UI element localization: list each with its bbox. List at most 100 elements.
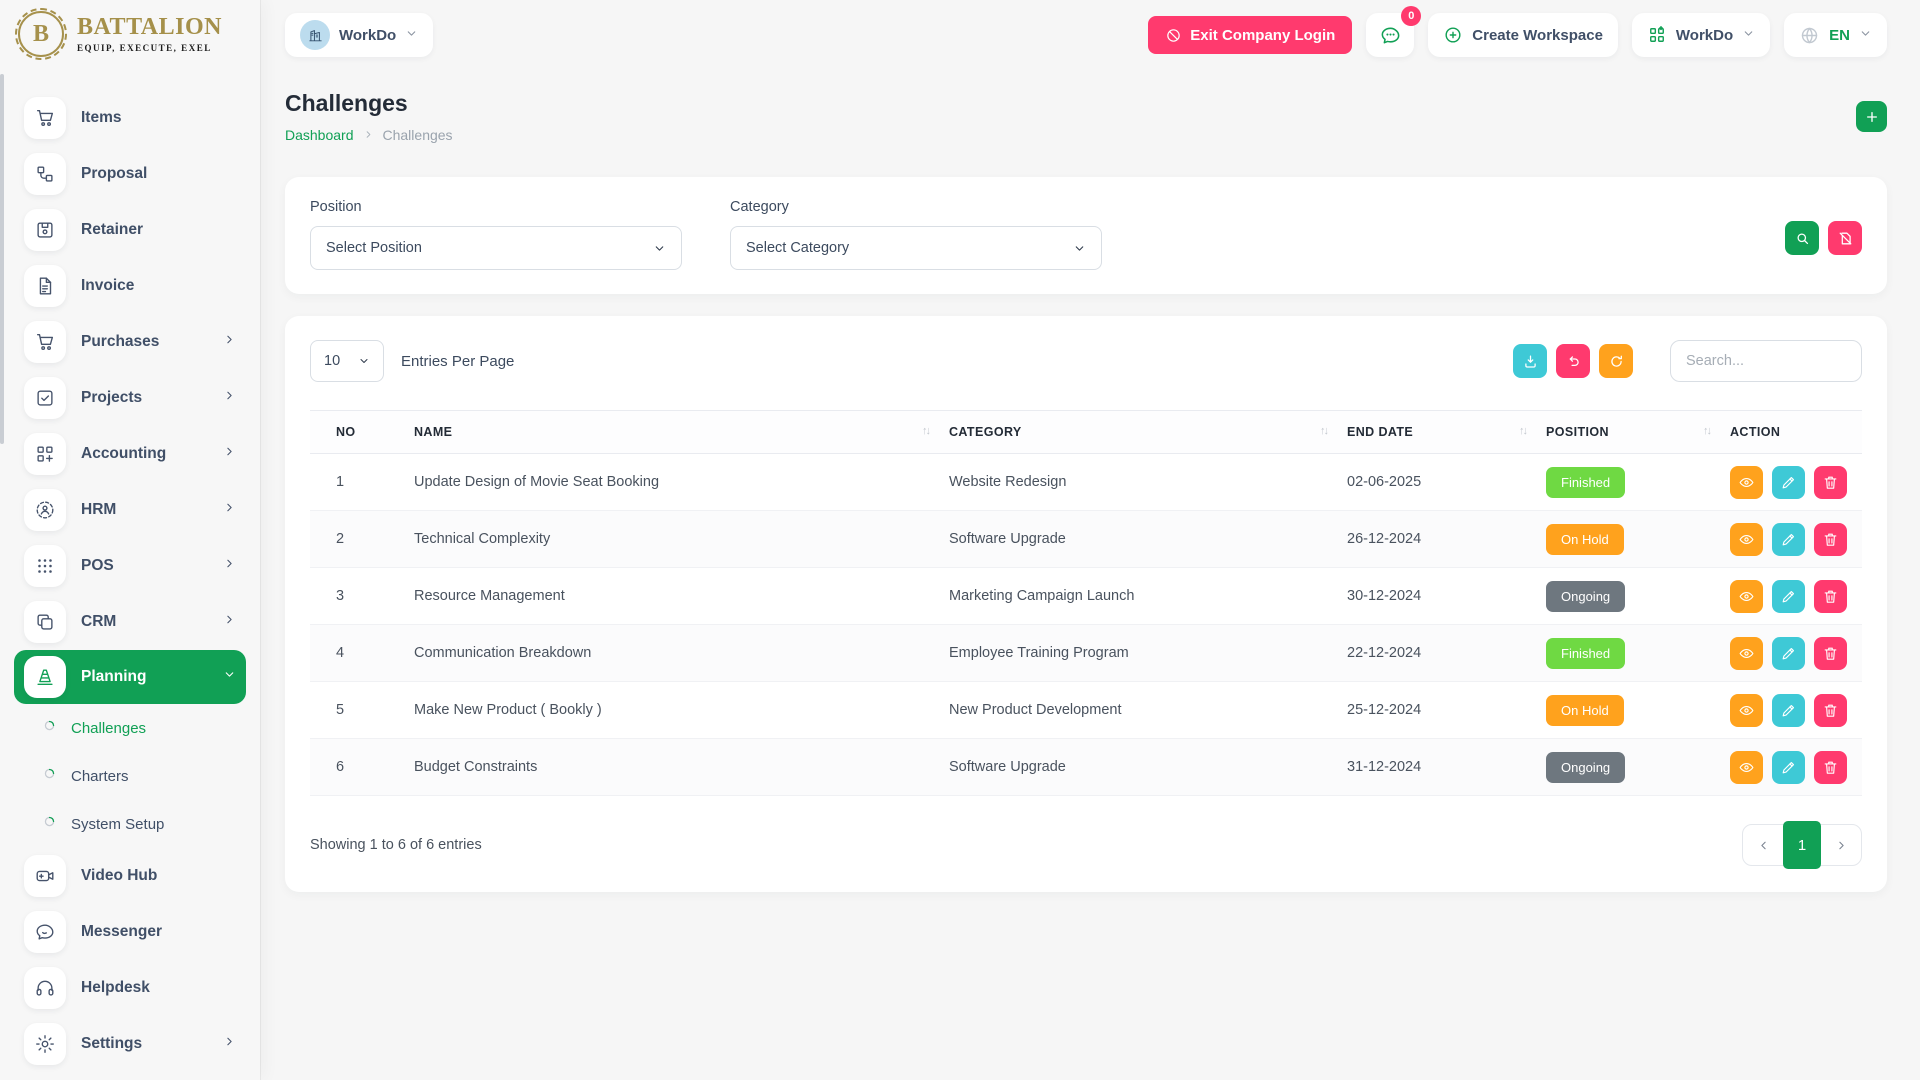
circle-progress-icon [42, 718, 57, 738]
breadcrumb: Dashboard Challenges [285, 127, 453, 143]
sidebar-item-label: Projects [81, 389, 143, 406]
sidebar-item-system-setup[interactable]: System Setup [14, 800, 246, 848]
view-button[interactable] [1730, 636, 1763, 670]
sidebar-scrollbar[interactable] [0, 72, 4, 1080]
filter-card: Position Select Position Category Select… [285, 177, 1887, 294]
sort-icon[interactable]: ↑↓ [1703, 425, 1712, 437]
sidebar-item-settings[interactable]: Settings [14, 1016, 246, 1072]
download-icon [1524, 355, 1536, 368]
sort-icon[interactable]: ↑↓ [922, 425, 931, 437]
brand-name: BATTALION [77, 14, 222, 40]
table-row: 2 Technical Complexity Software Upgrade … [310, 510, 1862, 568]
delete-button[interactable] [1814, 636, 1847, 670]
sidebar-item-purchases[interactable]: Purchases [14, 314, 246, 370]
view-button[interactable] [1730, 579, 1763, 613]
sidebar-item-invoice[interactable]: Invoice [14, 258, 246, 314]
notification-badge: 0 [1401, 6, 1422, 26]
eye-icon [1739, 762, 1754, 772]
sidebar-item-video-hub[interactable]: Video Hub [14, 848, 246, 904]
sidebar-item-label: POS [81, 557, 114, 574]
sidebar-item-label: Challenges [71, 719, 147, 737]
export-button[interactable] [1513, 344, 1547, 378]
workdo-menu[interactable]: WorkDo [1631, 13, 1771, 57]
trash-icon [1824, 704, 1837, 717]
delete-button[interactable] [1814, 522, 1847, 556]
sidebar-item-hrm[interactable]: HRM [14, 482, 246, 538]
sidebar-item-projects[interactable]: Projects [14, 370, 246, 426]
sidebar-item-messenger[interactable]: Messenger [14, 904, 246, 960]
cell-name: Update Design of Movie Seat Booking [404, 453, 939, 511]
previous-page-button[interactable] [1743, 824, 1783, 866]
undo-button[interactable] [1556, 344, 1590, 378]
edit-button[interactable] [1772, 579, 1805, 613]
sidebar-item-items[interactable]: Items [14, 90, 246, 146]
exit-company-login-button[interactable]: Exit Company Login [1148, 16, 1353, 54]
sidebar-item-label: HRM [81, 501, 117, 518]
cell-name: Budget Constraints [404, 738, 939, 796]
chevron-right-icon [363, 127, 374, 143]
create-workspace-button[interactable]: Create Workspace [1428, 13, 1618, 57]
category-select[interactable]: Select Category [730, 226, 1102, 270]
view-button[interactable] [1730, 693, 1763, 727]
add-challenge-button[interactable] [1856, 101, 1887, 132]
status-badge: Finished [1546, 466, 1626, 498]
chevron-right-icon [223, 613, 236, 631]
delete-button[interactable] [1814, 579, 1847, 613]
sidebar-item-retainer[interactable]: Retainer [14, 202, 246, 258]
view-button[interactable] [1730, 750, 1763, 784]
column-header-no: NO [336, 425, 356, 439]
sort-icon[interactable]: ↑↓ [1320, 425, 1329, 437]
brand-logo[interactable]: B BATTALION EQUIP, EXECUTE, EXEL [0, 0, 260, 60]
cell-end-date: 22-12-2024 [1337, 624, 1536, 682]
entries-per-page-select[interactable]: 10 [310, 340, 384, 382]
people-circle-icon [24, 489, 66, 531]
sidebar-item-pos[interactable]: POS [14, 538, 246, 594]
sidebar-item-label: Messenger [81, 923, 162, 940]
sidebar-item-accounting[interactable]: Accounting [14, 426, 246, 482]
page-title: Challenges [285, 90, 408, 116]
sidebar-item-planning[interactable]: Planning [14, 650, 246, 704]
eye-icon [1739, 591, 1754, 601]
apply-filter-button[interactable] [1785, 221, 1819, 255]
delete-button[interactable] [1814, 750, 1847, 784]
sort-icon[interactable]: ↑↓ [1519, 425, 1528, 437]
language-selector[interactable]: EN [1784, 13, 1887, 57]
clear-filter-button[interactable] [1828, 221, 1862, 255]
schema-icon [24, 153, 66, 195]
delete-button[interactable] [1814, 465, 1847, 499]
breadcrumb-dashboard-link[interactable]: Dashboard [285, 127, 354, 143]
chat-icon [1381, 27, 1400, 43]
edit-button[interactable] [1772, 522, 1805, 556]
edit-button[interactable] [1772, 465, 1805, 499]
search-icon [1796, 232, 1808, 244]
copy-icon [24, 601, 66, 643]
sidebar-item-proposal[interactable]: Proposal [14, 146, 246, 202]
delete-button[interactable] [1814, 693, 1847, 727]
cell-end-date: 02-06-2025 [1337, 453, 1536, 511]
sidebar-item-charters[interactable]: Charters [14, 752, 246, 800]
workspace-switcher[interactable]: WorkDo [285, 13, 434, 57]
cell-end-date: 26-12-2024 [1337, 510, 1536, 568]
next-page-button[interactable] [1821, 824, 1861, 866]
edit-button[interactable] [1772, 636, 1805, 670]
sidebar-item-label: CRM [81, 613, 117, 630]
circle-progress-icon [42, 766, 57, 786]
sidebar-item-label: System Setup [71, 815, 165, 833]
position-select[interactable]: Select Position [310, 226, 682, 270]
view-button[interactable] [1730, 465, 1763, 499]
eye-icon [1739, 648, 1754, 658]
edit-button[interactable] [1772, 750, 1805, 784]
sidebar-item-helpdesk[interactable]: Helpdesk [14, 960, 246, 1016]
edit-button[interactable] [1772, 693, 1805, 727]
sidebar-item-crm[interactable]: CRM [14, 594, 246, 650]
page-number-active[interactable]: 1 [1783, 821, 1821, 869]
sidebar-item-label: Settings [81, 1035, 143, 1052]
messages-button[interactable]: 0 [1366, 6, 1422, 57]
refresh-button[interactable] [1599, 344, 1633, 378]
view-button[interactable] [1730, 522, 1763, 556]
sidebar-item-label: Items [81, 109, 122, 126]
sidebar-item-challenges[interactable]: Challenges [14, 704, 246, 752]
column-header-category: CATEGORY [949, 425, 1022, 439]
entries-summary: Showing 1 to 6 of 6 entries [310, 837, 482, 853]
table-search-input[interactable] [1670, 340, 1862, 382]
